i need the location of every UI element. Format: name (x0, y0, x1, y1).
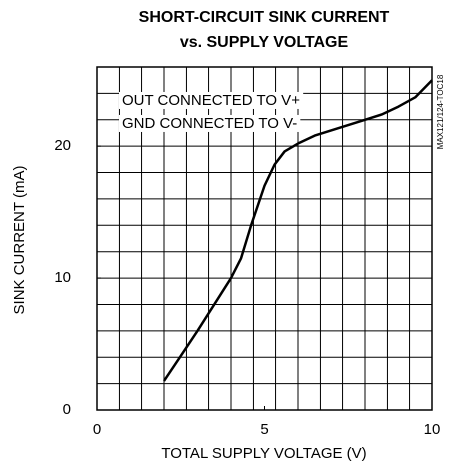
annotation-bg (119, 114, 301, 132)
chart-title: vs. SUPPLY VOLTAGE (180, 34, 349, 51)
x-tick-label: 5 (260, 421, 268, 438)
y-tick-label: 10 (54, 269, 71, 286)
data-line (162, 79, 433, 382)
x-axis-label: TOTAL SUPPLY VOLTAGE (V) (161, 445, 366, 462)
annotation: GND CONNECTED TO V- (122, 115, 297, 132)
y-axis-label: SINK CURRENT (mA) (11, 166, 28, 315)
chart-title: SHORT-CIRCUIT SINK CURRENT (139, 9, 390, 26)
annotation-bg (119, 91, 304, 109)
x-tick-label: 10 (424, 421, 441, 438)
y-tick-label: 0 (63, 401, 71, 418)
x-tick-label: 0 (93, 421, 101, 438)
y-tick-label: 20 (54, 137, 71, 154)
annotation: OUT CONNECTED TO V+ (122, 92, 300, 109)
figure-id: MAX121/124-TOC18 (436, 74, 445, 149)
